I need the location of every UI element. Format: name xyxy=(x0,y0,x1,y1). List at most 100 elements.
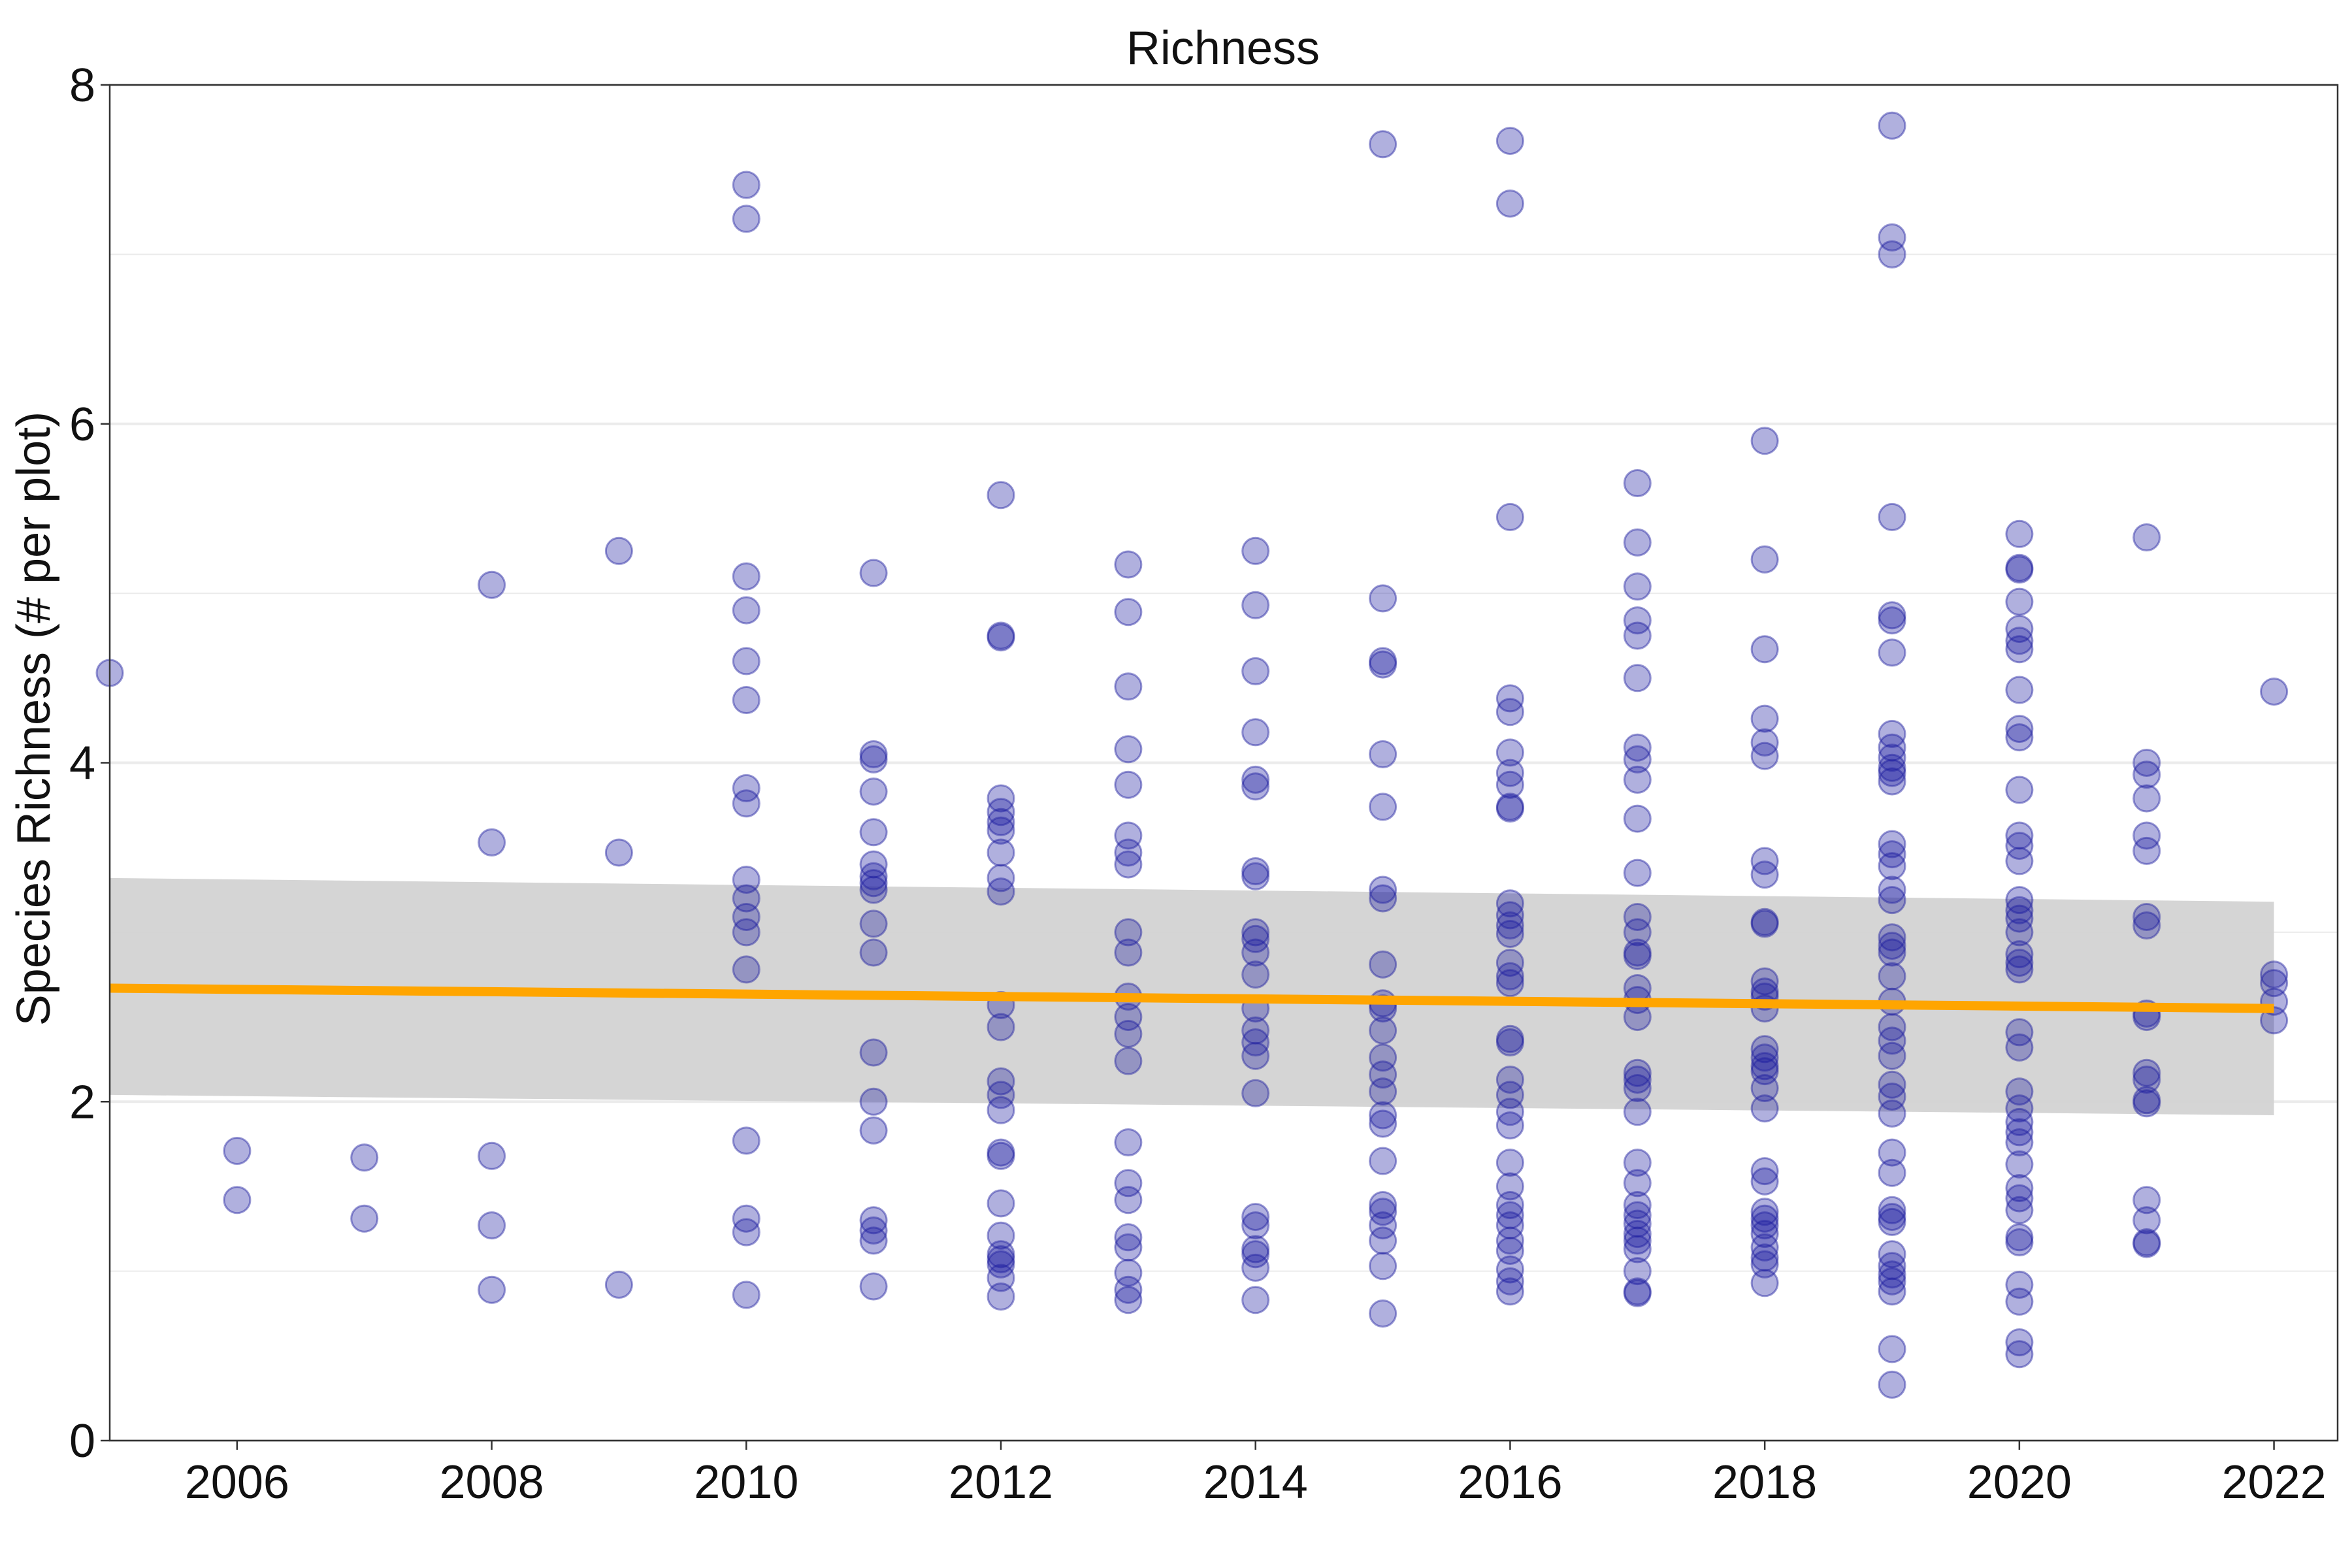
data-point xyxy=(1241,1016,1270,1045)
data-point xyxy=(1878,932,1906,960)
data-point xyxy=(1878,1203,1906,1232)
data-point xyxy=(2005,723,2034,752)
data-point xyxy=(859,1226,888,1255)
data-point xyxy=(732,562,760,591)
data-point xyxy=(2005,1150,2034,1179)
data-point xyxy=(732,1204,760,1233)
x-tick-label: 2020 xyxy=(1967,1456,2072,1509)
data-point xyxy=(1241,960,1270,989)
data-point xyxy=(1495,502,1524,531)
data-point xyxy=(1495,889,1524,918)
data-point xyxy=(1369,1077,1397,1106)
data-point xyxy=(987,481,1015,510)
data-point xyxy=(1495,1098,1524,1126)
data-point xyxy=(2005,635,2034,664)
data-point xyxy=(1114,850,1143,879)
data-point xyxy=(604,1270,633,1299)
data-point xyxy=(1241,1253,1270,1282)
data-point xyxy=(1623,1209,1652,1238)
data-point xyxy=(1114,735,1143,764)
data-point xyxy=(1369,875,1397,904)
data-point xyxy=(987,1141,1015,1170)
data-point xyxy=(2260,969,2289,998)
data-point xyxy=(1878,852,1906,881)
data-point xyxy=(1495,759,1524,787)
data-point xyxy=(2005,949,2034,977)
data-point xyxy=(1878,875,1906,904)
y-tick-label: 8 xyxy=(69,59,95,112)
data-point xyxy=(1623,765,1652,794)
data-point xyxy=(2005,627,2034,655)
data-point xyxy=(1369,1252,1397,1281)
data-point xyxy=(1241,1041,1270,1070)
data-point xyxy=(1878,1041,1906,1070)
data-point xyxy=(1750,1167,1779,1196)
data-point xyxy=(1241,1079,1270,1107)
trend-line xyxy=(109,983,2274,1013)
data-point xyxy=(2005,715,2034,743)
data-point xyxy=(478,1211,506,1240)
data-point xyxy=(732,955,760,984)
data-point xyxy=(1623,1220,1652,1249)
data-point xyxy=(1495,1255,1524,1284)
data-point xyxy=(732,204,760,233)
data-point xyxy=(1750,1043,1779,1072)
data-point xyxy=(1878,638,1906,667)
data-point xyxy=(2005,1118,2034,1147)
data-point xyxy=(1750,909,1779,938)
data-point xyxy=(859,1216,888,1245)
data-point xyxy=(1750,907,1779,936)
data-point xyxy=(1878,719,1906,748)
data-point xyxy=(478,1141,506,1170)
data-point xyxy=(987,838,1015,867)
data-point xyxy=(859,777,888,806)
data-point xyxy=(1878,1260,1906,1289)
data-point xyxy=(1241,765,1270,794)
data-point xyxy=(2132,523,2161,551)
data-point xyxy=(2005,615,2034,644)
data-point xyxy=(2132,1058,2161,1087)
data-point xyxy=(1495,969,1524,998)
data-point xyxy=(1495,1237,1524,1265)
data-point xyxy=(1114,1258,1143,1287)
data-point xyxy=(1114,550,1143,579)
data-point xyxy=(1495,1081,1524,1109)
data-point xyxy=(2005,676,2034,704)
data-point xyxy=(1878,1070,1906,1099)
data-point xyxy=(1623,1074,1652,1102)
x-tick-label: 2008 xyxy=(439,1456,544,1509)
data-point xyxy=(1878,759,1906,787)
data-point xyxy=(2005,821,2034,850)
data-point xyxy=(1114,938,1143,967)
data-point xyxy=(1241,1211,1270,1240)
data-point xyxy=(2005,1094,2034,1123)
data-point xyxy=(987,784,1015,813)
data-point xyxy=(987,623,1015,652)
data-point xyxy=(478,570,506,599)
data-point xyxy=(2132,1186,2161,1215)
data-point xyxy=(2005,1077,2034,1106)
data-point xyxy=(1495,920,1524,948)
data-point xyxy=(987,1013,1015,1041)
data-point xyxy=(1369,1191,1397,1219)
chart-title: Richness xyxy=(1126,22,1320,74)
data-point xyxy=(2260,678,2289,706)
data-point xyxy=(1495,1267,1524,1296)
data-point xyxy=(1750,545,1779,574)
x-tick-label: 2016 xyxy=(1458,1456,1562,1509)
data-point xyxy=(1114,821,1143,850)
data-point xyxy=(1495,1191,1524,1219)
data-point xyxy=(1114,918,1143,947)
data-point xyxy=(2132,1089,2161,1118)
data-point xyxy=(2005,587,2034,616)
data-point xyxy=(1750,1198,1779,1226)
data-point xyxy=(732,866,760,894)
data-point xyxy=(1495,127,1524,155)
data-point xyxy=(1750,1220,1779,1249)
data-point xyxy=(987,1250,1015,1279)
data-point xyxy=(1369,1060,1397,1089)
data-point xyxy=(1878,1252,1906,1281)
data-point xyxy=(1495,949,1524,977)
data-point xyxy=(1369,130,1397,159)
